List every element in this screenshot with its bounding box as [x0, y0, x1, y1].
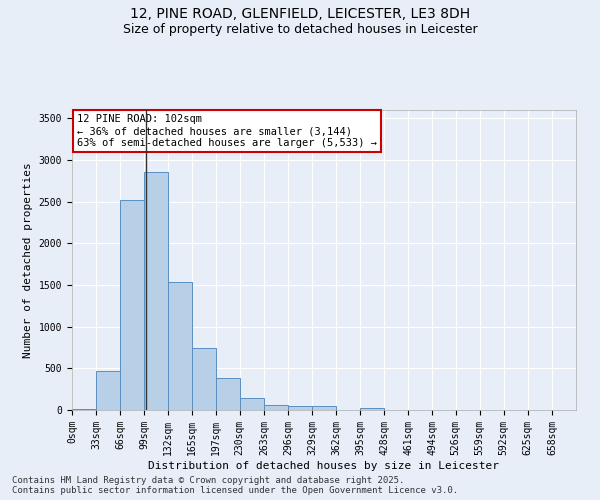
Text: Contains HM Land Registry data © Crown copyright and database right 2025.
Contai: Contains HM Land Registry data © Crown c…	[12, 476, 458, 495]
Bar	[264, 404, 288, 410]
Bar	[240, 398, 264, 410]
Bar	[193, 348, 217, 410]
Bar	[312, 406, 336, 410]
Bar	[72, 409, 96, 410]
Bar	[168, 282, 193, 410]
Text: Size of property relative to detached houses in Leicester: Size of property relative to detached ho…	[122, 22, 478, 36]
Text: 12 PINE ROAD: 102sqm
← 36% of detached houses are smaller (3,144)
63% of semi-de: 12 PINE ROAD: 102sqm ← 36% of detached h…	[77, 114, 377, 148]
Bar	[120, 200, 144, 410]
Bar	[360, 408, 384, 410]
Bar	[96, 371, 120, 410]
Y-axis label: Number of detached properties: Number of detached properties	[23, 162, 33, 358]
Bar	[288, 406, 312, 410]
Bar	[215, 378, 240, 410]
Bar	[144, 172, 168, 410]
Text: 12, PINE ROAD, GLENFIELD, LEICESTER, LE3 8DH: 12, PINE ROAD, GLENFIELD, LEICESTER, LE3…	[130, 8, 470, 22]
X-axis label: Distribution of detached houses by size in Leicester: Distribution of detached houses by size …	[149, 460, 499, 470]
